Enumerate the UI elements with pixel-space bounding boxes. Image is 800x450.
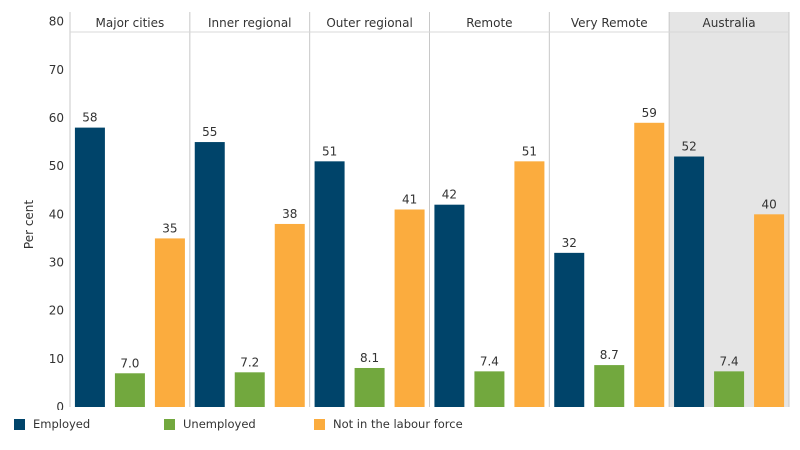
value-label-unemployed-very-remote: 8.7 [600, 348, 619, 362]
legend-swatch-not-in-labour-force [314, 418, 325, 430]
panel-label-inner-regional: Inner regional [208, 16, 292, 30]
bar-employed-australia [674, 156, 705, 407]
value-label-not-in-the-labour-force-major-cities: 35 [162, 221, 177, 235]
value-label-unemployed-remote: 7.4 [480, 354, 499, 368]
y-tick-label: 50 [49, 159, 64, 173]
bar-not-in-the-labour-force-remote [514, 161, 545, 407]
value-label-unemployed-australia: 7.4 [720, 354, 739, 368]
bar-employed-major-cities [74, 127, 105, 408]
value-label-employed-very-remote: 32 [562, 236, 577, 250]
legend-label-not-in-labour-force: Not in the labour force [333, 417, 463, 431]
y-tick-label: 80 [49, 15, 64, 29]
y-tick-label: 0 [56, 400, 64, 410]
y-tick-label: 30 [49, 255, 64, 269]
legend-item-unemployed: Unemployed [164, 414, 256, 434]
legend-swatch-employed [14, 418, 25, 430]
panel-label-very-remote: Very Remote [571, 16, 648, 30]
y-axis-title: Per cent [22, 200, 36, 250]
value-label-not-in-the-labour-force-outer-regional: 41 [402, 193, 417, 207]
value-label-not-in-the-labour-force-very-remote: 59 [642, 106, 657, 120]
bar-unemployed-australia [714, 371, 745, 407]
legend-label-employed: Employed [33, 417, 91, 431]
bar-employed-very-remote [554, 252, 585, 407]
value-label-not-in-the-labour-force-inner-regional: 38 [282, 207, 297, 221]
bar-not-in-the-labour-force-australia [754, 214, 785, 407]
value-label-employed-outer-regional: 51 [322, 144, 337, 158]
panel-label-outer-regional: Outer regional [326, 16, 413, 30]
value-label-not-in-the-labour-force-australia: 40 [761, 197, 776, 211]
y-tick-label: 40 [49, 207, 64, 221]
bar-employed-outer-regional [314, 161, 345, 407]
panel-label-remote: Remote [466, 16, 512, 30]
panel-label-major-cities: Major cities [96, 16, 165, 30]
bar-unemployed-very-remote [594, 365, 625, 407]
bar-not-in-the-labour-force-outer-regional [394, 209, 425, 407]
bar-unemployed-remote [474, 371, 505, 407]
y-tick-label: 60 [49, 111, 64, 125]
y-tick-label: 10 [49, 352, 64, 366]
legend: Employed Unemployed Not in the labour fo… [14, 414, 714, 434]
legend-swatch-unemployed [164, 418, 175, 430]
legend-label-unemployed: Unemployed [183, 417, 256, 431]
bar-unemployed-major-cities [114, 373, 145, 407]
value-label-not-in-the-labour-force-remote: 51 [522, 144, 537, 158]
legend-item-not-in-labour-force: Not in the labour force [314, 414, 463, 434]
panel-label-australia: Australia [703, 16, 756, 30]
bar-not-in-the-labour-force-very-remote [634, 122, 665, 407]
value-label-unemployed-outer-regional: 8.1 [360, 351, 379, 365]
value-label-employed-australia: 52 [681, 140, 696, 154]
bar-unemployed-outer-regional [354, 367, 385, 407]
value-label-employed-remote: 42 [442, 188, 457, 202]
bar-not-in-the-labour-force-inner-regional [274, 223, 305, 407]
y-tick-label: 70 [49, 63, 64, 77]
bar-employed-remote [434, 204, 465, 407]
value-label-employed-inner-regional: 55 [202, 125, 217, 139]
y-tick-label: 20 [49, 304, 64, 318]
legend-item-employed: Employed [14, 414, 90, 434]
bar-unemployed-inner-regional [234, 372, 265, 407]
chart: Major cities Inner regional Outer regional… [22, 12, 790, 410]
bar-not-in-the-labour-force-major-cities [154, 238, 185, 407]
value-label-unemployed-inner-regional: 7.2 [240, 355, 259, 369]
value-label-unemployed-major-cities: 7.0 [120, 356, 139, 370]
value-label-employed-major-cities: 58 [82, 111, 97, 125]
bar-employed-inner-regional [194, 142, 225, 407]
